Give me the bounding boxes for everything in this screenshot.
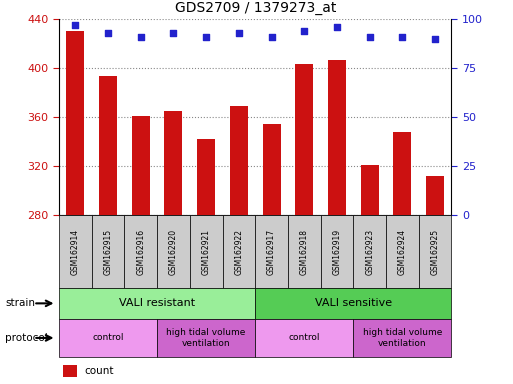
Bar bbox=[419, 215, 451, 288]
Point bbox=[267, 34, 275, 40]
Text: GSM162915: GSM162915 bbox=[104, 228, 112, 275]
Bar bbox=[263, 124, 281, 215]
Text: high tidal volume
ventilation: high tidal volume ventilation bbox=[363, 328, 442, 348]
Title: GDS2709 / 1379273_at: GDS2709 / 1379273_at bbox=[174, 2, 336, 15]
Bar bbox=[197, 139, 215, 215]
Text: GSM162921: GSM162921 bbox=[202, 228, 211, 275]
Text: VALI resistant: VALI resistant bbox=[119, 298, 195, 308]
Point bbox=[169, 30, 177, 36]
Point bbox=[398, 34, 406, 40]
Bar bbox=[132, 116, 150, 215]
Bar bbox=[386, 215, 419, 288]
Point bbox=[202, 34, 210, 40]
Text: GSM162916: GSM162916 bbox=[136, 228, 145, 275]
Point bbox=[71, 22, 80, 28]
Bar bbox=[295, 65, 313, 215]
Text: GSM162920: GSM162920 bbox=[169, 228, 178, 275]
Text: strain: strain bbox=[5, 298, 35, 308]
Point bbox=[300, 28, 308, 34]
Text: GSM162918: GSM162918 bbox=[300, 228, 309, 275]
Bar bbox=[99, 76, 117, 215]
Bar bbox=[426, 176, 444, 215]
Text: high tidal volume
ventilation: high tidal volume ventilation bbox=[167, 328, 246, 348]
Bar bbox=[353, 319, 451, 357]
Bar bbox=[157, 319, 255, 357]
Bar bbox=[59, 288, 255, 319]
Bar bbox=[190, 215, 223, 288]
Bar bbox=[223, 215, 255, 288]
Bar bbox=[59, 215, 92, 288]
Text: VALI sensitive: VALI sensitive bbox=[315, 298, 392, 308]
Point bbox=[431, 36, 439, 42]
Bar bbox=[321, 215, 353, 288]
Bar bbox=[230, 106, 248, 215]
Text: GSM162924: GSM162924 bbox=[398, 228, 407, 275]
Bar bbox=[255, 319, 353, 357]
Text: GSM162914: GSM162914 bbox=[71, 228, 80, 275]
Text: protocol: protocol bbox=[5, 333, 48, 343]
Bar bbox=[328, 60, 346, 215]
Bar bbox=[165, 111, 183, 215]
Bar bbox=[59, 319, 157, 357]
Text: GSM162925: GSM162925 bbox=[430, 228, 440, 275]
Point bbox=[136, 34, 145, 40]
Point bbox=[235, 30, 243, 36]
Text: count: count bbox=[85, 366, 114, 376]
Point bbox=[333, 24, 341, 30]
Bar bbox=[63, 365, 76, 377]
Text: GSM162922: GSM162922 bbox=[234, 228, 243, 275]
Bar bbox=[393, 132, 411, 215]
Text: GSM162917: GSM162917 bbox=[267, 228, 276, 275]
Point bbox=[104, 30, 112, 36]
Text: control: control bbox=[288, 333, 320, 343]
Bar bbox=[157, 215, 190, 288]
Point bbox=[366, 34, 374, 40]
Text: GSM162919: GSM162919 bbox=[332, 228, 342, 275]
Bar bbox=[288, 215, 321, 288]
Text: GSM162923: GSM162923 bbox=[365, 228, 374, 275]
Text: control: control bbox=[92, 333, 124, 343]
Bar bbox=[353, 215, 386, 288]
Bar bbox=[124, 215, 157, 288]
Bar bbox=[255, 288, 451, 319]
Bar bbox=[66, 31, 84, 215]
Bar bbox=[92, 215, 125, 288]
Bar bbox=[255, 215, 288, 288]
Bar bbox=[361, 165, 379, 215]
